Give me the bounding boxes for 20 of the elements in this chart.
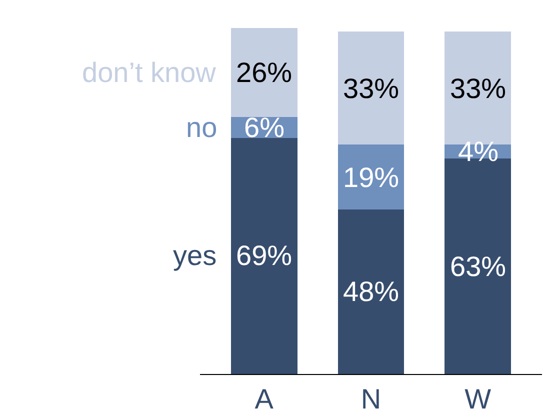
x-tick-label: A — [254, 384, 274, 415]
series-label: no — [186, 112, 218, 143]
data-label: 48% — [343, 276, 400, 307]
bar — [230, 138, 298, 374]
data-label: 19% — [343, 162, 400, 193]
data-label: 33% — [450, 73, 506, 104]
data-label: 6% — [244, 112, 284, 143]
data-label: 26% — [236, 57, 292, 88]
bar — [338, 144, 404, 210]
series-label: don’t know — [82, 57, 217, 88]
data-label: 69% — [236, 240, 292, 271]
bar — [338, 210, 404, 374]
bar — [230, 28, 298, 118]
data-label: 4% — [458, 136, 498, 167]
series-label: yes — [173, 240, 217, 271]
x-tick-label: W — [464, 384, 492, 415]
data-label: 63% — [450, 251, 506, 282]
x-tick-label: N — [360, 384, 382, 415]
bar — [338, 32, 404, 145]
data-label: 33% — [343, 73, 400, 104]
